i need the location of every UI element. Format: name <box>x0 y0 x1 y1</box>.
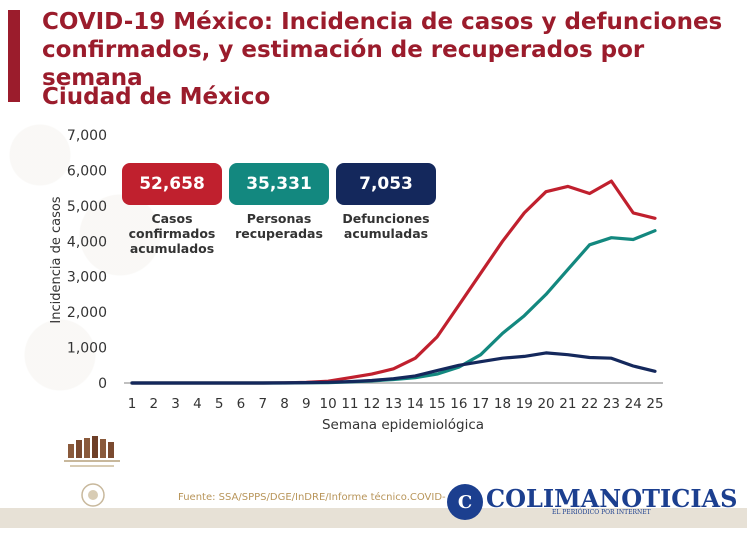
kpi-recovered-label: Personas recuperadas <box>235 211 323 241</box>
x-tick-label: 1 <box>128 396 137 412</box>
kpi-cases-box: 52,658 <box>122 163 222 205</box>
kpi-deaths-value: 7,053 <box>359 174 413 194</box>
kpi-deaths-label: Defunciones acumuladas <box>342 211 430 241</box>
y-tick-label: 3,000 <box>67 270 107 286</box>
y-tick-label: 6,000 <box>67 163 107 179</box>
x-tick-label: 7 <box>258 396 267 412</box>
x-tick-label: 22 <box>581 396 598 412</box>
x-tick-label: 14 <box>407 396 424 412</box>
x-tick-label: 8 <box>280 396 289 412</box>
kpi-recovered-box: 35,331 <box>229 163 329 205</box>
background-pattern <box>0 95 260 495</box>
brand-name[interactable]: COLIMANOTICIAS <box>486 484 738 513</box>
kpi-cases-label: Casos confirmados acumulados <box>128 211 216 256</box>
x-tick-label: 12 <box>363 396 380 412</box>
y-tick-label: 4,000 <box>67 234 107 250</box>
government-logo-icon <box>64 436 120 467</box>
y-axis-ticks: 0 1,000 2,000 3,000 4,000 5,000 6,000 7,000 <box>67 128 107 392</box>
x-tick-label: 15 <box>428 396 445 412</box>
y-tick-label: 7,000 <box>67 128 107 144</box>
footer-strip <box>0 508 747 528</box>
brand-initial: C <box>457 491 473 513</box>
chart-title: COVID-19 México: Incidencia de casos y d… <box>42 9 723 91</box>
x-tick-label: 21 <box>559 396 576 412</box>
kpi-deaths-box: 7,053 <box>336 163 436 205</box>
x-tick-label: 9 <box>302 396 311 412</box>
y-axis-label: Incidencia de casos <box>49 196 64 323</box>
series-line-2 <box>130 351 657 385</box>
x-tick-label: 24 <box>625 396 642 412</box>
y-tick-label: 2,000 <box>67 305 107 321</box>
x-axis-label: Semana epidemiológica <box>322 417 484 433</box>
y-tick-label: 5,000 <box>67 199 107 215</box>
source-text: Fuente: SSA/SPPS/DGE/InDRE/Informe técni… <box>178 492 446 503</box>
x-tick-label: 13 <box>385 396 402 412</box>
title-accent-bar <box>8 10 20 102</box>
x-tick-label: 11 <box>341 396 358 412</box>
x-tick-label: 18 <box>494 396 511 412</box>
x-tick-label: 2 <box>149 396 158 412</box>
x-tick-label: 10 <box>320 396 337 412</box>
kpi-recovered-value: 35,331 <box>246 174 312 194</box>
x-tick-label: 20 <box>537 396 554 412</box>
x-tick-label: 23 <box>603 396 620 412</box>
brand-logo-icon: C <box>447 484 483 520</box>
x-tick-label: 3 <box>171 396 180 412</box>
x-tick-label: 6 <box>237 396 246 412</box>
y-tick-label: 0 <box>98 376 107 392</box>
region-title: Ciudad de México <box>42 84 271 110</box>
x-tick-label: 16 <box>450 396 467 412</box>
x-tick-label: 19 <box>516 396 533 412</box>
series-lines <box>130 179 657 385</box>
x-tick-label: 5 <box>215 396 224 412</box>
brand-tagline: EL PERIÓDICO POR INTERNET <box>552 509 651 516</box>
seal-icon <box>81 483 105 507</box>
x-axis-ticks: 1 2 3 4 5 6 7 8 9 10 11 12 13 14 15 16 17 18 19 20 21 22 23 24 2… <box>128 396 664 412</box>
y-tick-label: 1,000 <box>67 341 107 357</box>
kpi-cases-value: 52,658 <box>139 174 205 194</box>
x-tick-label: 4 <box>193 396 202 412</box>
x-tick-label: 25 <box>646 396 663 412</box>
x-tick-label: 17 <box>472 396 489 412</box>
